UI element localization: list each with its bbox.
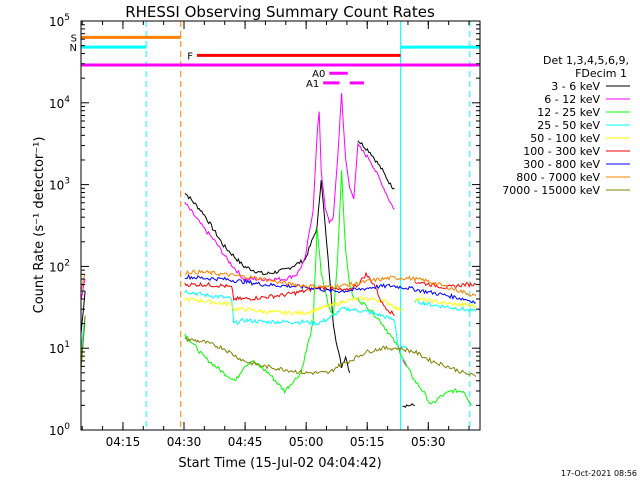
- y-tick-exp-5: 5: [64, 13, 70, 23]
- legend-header-line-2: FDecim 1: [575, 67, 627, 80]
- y-axis-label: Count Rate (s⁻¹ detector⁻¹): [32, 137, 47, 314]
- marker-label-6: A1: [306, 79, 319, 90]
- y-tick-label-4: 104: [49, 95, 70, 111]
- y-tick-label-1: 101: [49, 340, 70, 356]
- legend-label-5: 100 - 300 keV: [523, 145, 600, 158]
- legend-label-8: 7000 - 15000 keV: [502, 184, 600, 197]
- series-line-8: [80, 315, 477, 377]
- series-line-0: [80, 140, 415, 409]
- marker-label-1: N: [70, 43, 77, 54]
- series-line-6: [184, 273, 477, 304]
- y-tick-label-3: 103: [49, 177, 70, 193]
- chart-title: RHESSI Observing Summary Count Rates: [125, 3, 435, 21]
- y-tick-exp-1: 1: [64, 340, 70, 350]
- legend-label-6: 300 - 800 keV: [523, 158, 600, 171]
- y-tick-exp-3: 3: [64, 177, 70, 187]
- series-lines: [80, 93, 477, 409]
- x-tick-label-0: 04:15: [106, 435, 141, 449]
- legend-label-0: 3 - 6 keV: [551, 80, 600, 93]
- y-tick-exp-2: 2: [64, 258, 70, 268]
- x-tick-label-4: 05:15: [350, 435, 385, 449]
- marker-label-3: F: [187, 51, 193, 62]
- x-tick-label-3: 05:00: [289, 435, 324, 449]
- legend-label-4: 50 - 100 keV: [530, 132, 600, 145]
- y-tick-label-0: 100: [49, 422, 70, 438]
- marker-label-0: S: [71, 33, 77, 44]
- plot-frame: [80, 20, 481, 431]
- x-tick-label-5: 05:30: [411, 435, 446, 449]
- y-tick-exp-4: 4: [64, 95, 70, 105]
- legend-label-2: 12 - 25 keV: [537, 106, 600, 119]
- legend-label-3: 25 - 50 keV: [537, 119, 600, 132]
- legend-label-7: 800 - 7000 keV: [516, 171, 600, 184]
- x-tick-label-2: 04:45: [228, 435, 263, 449]
- footer-timestamp: 17-Oct-2021 08:56: [561, 469, 637, 478]
- x-tick-label-1: 04:30: [167, 435, 202, 449]
- y-tick-label-5: 105: [49, 13, 70, 29]
- y-tick-exp-0: 0: [64, 422, 70, 432]
- x-axis-label: Start Time (15-Jul-02 04:04:42): [178, 456, 381, 471]
- marker-label-5: A0: [312, 69, 325, 80]
- vertical-lines: [145, 21, 471, 430]
- series-line-7: [80, 269, 477, 297]
- series-line-1: [80, 93, 408, 367]
- series-line-4: [184, 296, 477, 316]
- y-tick-label-2: 102: [49, 258, 70, 274]
- legend-header-line-1: Det 1,3,4,5,6,9,: [543, 54, 629, 67]
- legend-label-1: 6 - 12 keV: [544, 93, 600, 106]
